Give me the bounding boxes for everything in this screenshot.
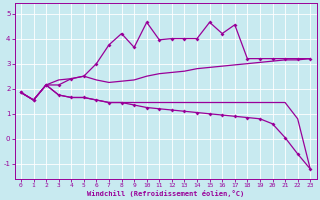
X-axis label: Windchill (Refroidissement éolien,°C): Windchill (Refroidissement éolien,°C): [87, 190, 244, 197]
